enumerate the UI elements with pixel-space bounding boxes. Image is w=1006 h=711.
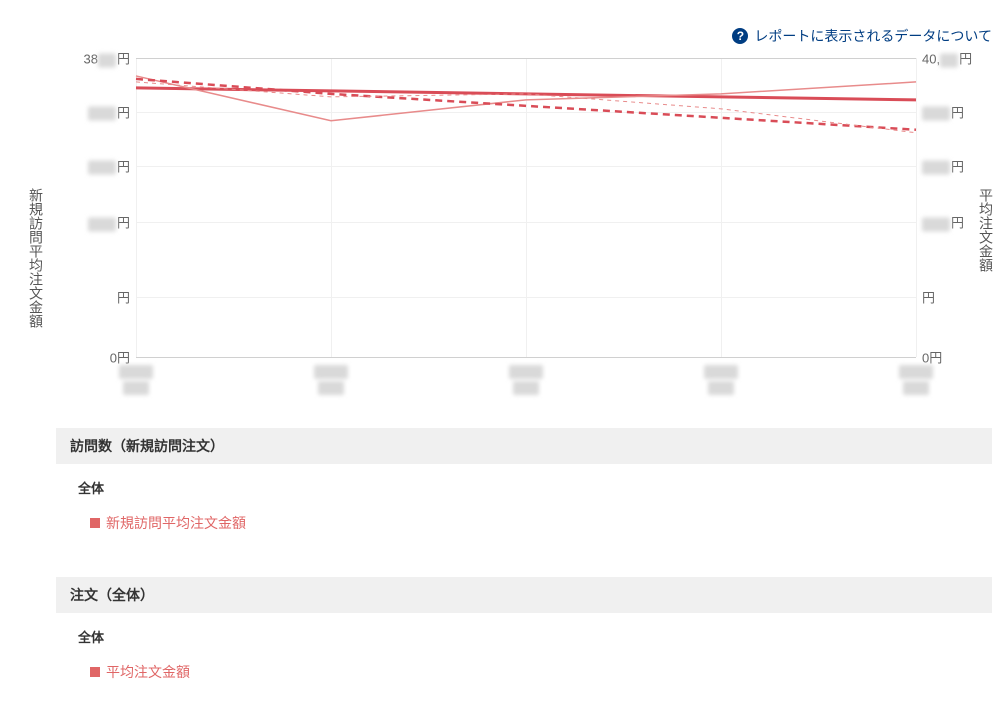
legend-item[interactable]: 平均注文金額 — [56, 652, 992, 700]
right-axis-tick: 円 — [916, 156, 996, 175]
left-axis-title: 新規訪問平均注文金額 — [26, 188, 46, 328]
x-axis-tick — [106, 357, 166, 397]
right-axis-tick: 円 — [916, 102, 996, 121]
chart-plot: 38円円円円円0円40,円円円円円0円 — [136, 58, 916, 358]
series-line — [136, 79, 916, 130]
x-axis-tick — [496, 357, 556, 397]
section-header: 注文（全体） — [56, 577, 992, 613]
right-axis-tick: 円 — [916, 213, 996, 232]
sections: 訪問数（新規訪問注文）全体新規訪問平均注文金額注文（全体）全体平均注文金額 — [56, 428, 992, 700]
help-link-label: レポートに表示されるデータについて — [754, 26, 992, 46]
section-group-label: 全体 — [56, 464, 992, 503]
left-axis-tick: 円 — [36, 102, 136, 121]
right-axis-tick: 40,円 — [916, 49, 996, 68]
legend-label: 新規訪問平均注文金額 — [106, 513, 246, 533]
report-section: 注文（全体）全体平均注文金額 — [56, 577, 992, 700]
x-axis-tick — [691, 357, 751, 397]
legend-label: 平均注文金額 — [106, 662, 190, 682]
help-link[interactable]: ? レポートに表示されるデータについて — [732, 26, 992, 46]
left-axis-tick: 円 — [36, 288, 136, 307]
x-axis-tick — [301, 357, 361, 397]
legend-item[interactable]: 新規訪問平均注文金額 — [56, 503, 992, 551]
section-header: 訪問数（新規訪問注文） — [56, 428, 992, 464]
section-group-label: 全体 — [56, 613, 992, 652]
legend-swatch — [90, 667, 100, 677]
help-icon: ? — [732, 28, 748, 44]
left-axis-tick: 円 — [36, 156, 136, 175]
chart-area: 新規訪問平均注文金額 平均注文金額 38円円円円円0円40,円円円円円0円 — [30, 58, 992, 358]
right-axis-tick: 円 — [916, 288, 996, 307]
left-axis-tick: 38円 — [36, 49, 136, 68]
x-axis-tick — [886, 357, 946, 397]
left-axis-tick: 円 — [36, 213, 136, 232]
chart-lines — [136, 58, 916, 357]
legend-swatch — [90, 518, 100, 528]
report-section: 訪問数（新規訪問注文）全体新規訪問平均注文金額 — [56, 428, 992, 551]
